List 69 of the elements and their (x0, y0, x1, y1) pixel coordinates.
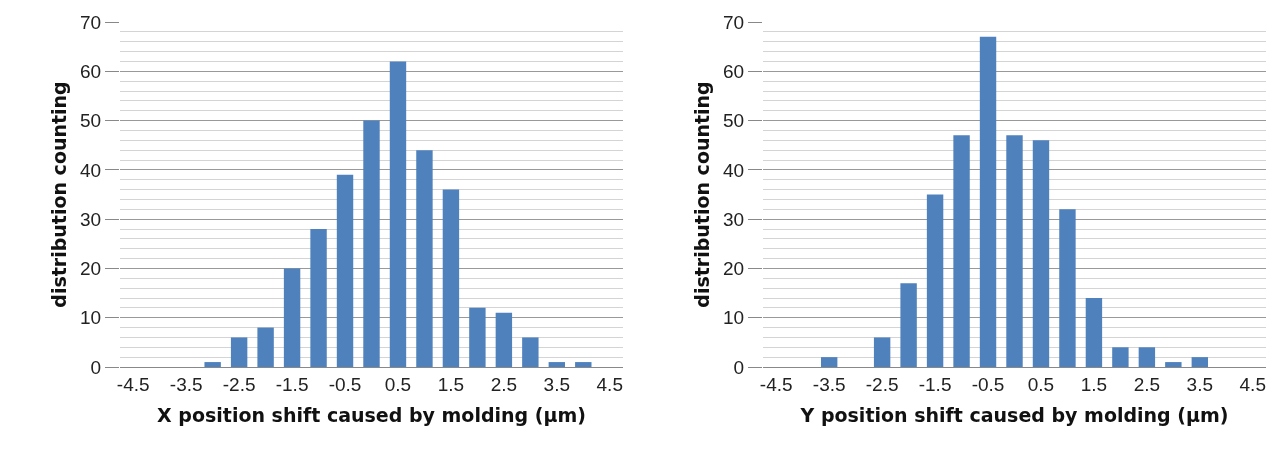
bar (900, 283, 917, 367)
x-tick-label: -0.5 (971, 373, 1005, 395)
x-tick-label: 0.5 (1027, 373, 1055, 395)
x-tick-label: -2.5 (865, 373, 899, 395)
y-tick-label: 20 (80, 258, 102, 280)
x-tick-label: -3.5 (169, 373, 203, 395)
x-tick-label: -1.5 (275, 373, 309, 395)
y-tick-label: 10 (723, 307, 745, 329)
x-tick-label: 0.5 (384, 373, 412, 395)
bar (1085, 298, 1103, 367)
x-tick-label: -3.5 (812, 373, 846, 395)
y-axis-title: distribution counting (47, 81, 70, 308)
bar (1006, 135, 1023, 367)
x-tick-label: 1.5 (1080, 373, 1108, 395)
y-tick-label: 20 (723, 258, 745, 280)
y-tick-label: 70 (723, 11, 745, 33)
x-tick-label: -4.5 (759, 373, 793, 395)
bar (469, 307, 486, 367)
x-tick-label: 4.5 (1239, 373, 1266, 395)
y-tick-label: 30 (723, 208, 745, 230)
y-tick-label: 40 (80, 159, 102, 181)
bar (416, 150, 433, 367)
bar (495, 312, 513, 367)
bar (953, 135, 970, 367)
x-tick-label: 3.5 (543, 373, 571, 395)
y-axis-title: distribution counting (690, 81, 713, 308)
x-tick-label: 4.5 (596, 373, 623, 395)
x-tick-label: -1.5 (918, 373, 952, 395)
x-tick-label: -2.5 (222, 373, 256, 395)
bar (230, 337, 248, 367)
bar (1059, 209, 1076, 367)
y-tick-label: 60 (723, 60, 745, 82)
bar (1032, 140, 1050, 367)
bar (873, 337, 891, 367)
x-tick-label: -0.5 (328, 373, 362, 395)
x-axis-title: Y position shift caused by molding (µm) (799, 403, 1229, 426)
bar (363, 120, 380, 367)
bar (979, 36, 997, 367)
bar (336, 174, 354, 367)
bar (522, 337, 539, 367)
y-tick-label: 50 (80, 110, 102, 132)
bar (204, 362, 221, 367)
bar (389, 61, 407, 367)
y-tick-label: 10 (80, 307, 102, 329)
y-tick-label: 0 (733, 356, 745, 378)
y-tick-label: 30 (80, 208, 102, 230)
bar (548, 362, 566, 367)
bar (257, 327, 274, 367)
x-tick-label: 2.5 (1133, 373, 1161, 395)
x-axis-title: X position shift caused by molding (µm) (157, 403, 586, 426)
x-tick-label: 1.5 (437, 373, 465, 395)
y-tick-label: 60 (80, 60, 102, 82)
bar (442, 189, 460, 367)
x-tick-label: 2.5 (490, 373, 518, 395)
y-tick-label: 40 (723, 159, 745, 181)
bar (1138, 347, 1156, 367)
bar (1112, 347, 1129, 367)
x-tick-label: 3.5 (1186, 373, 1214, 395)
bar (575, 362, 592, 367)
bar (283, 268, 301, 367)
bar (310, 229, 327, 367)
x-tick-label: -4.5 (116, 373, 150, 395)
bar (820, 357, 838, 367)
y-tick-label: 70 (80, 11, 102, 33)
bar (1191, 357, 1209, 367)
bar (926, 194, 944, 367)
y-tick-label: 50 (723, 110, 745, 132)
y-tick-label: 0 (90, 356, 102, 378)
bar (1165, 362, 1182, 367)
